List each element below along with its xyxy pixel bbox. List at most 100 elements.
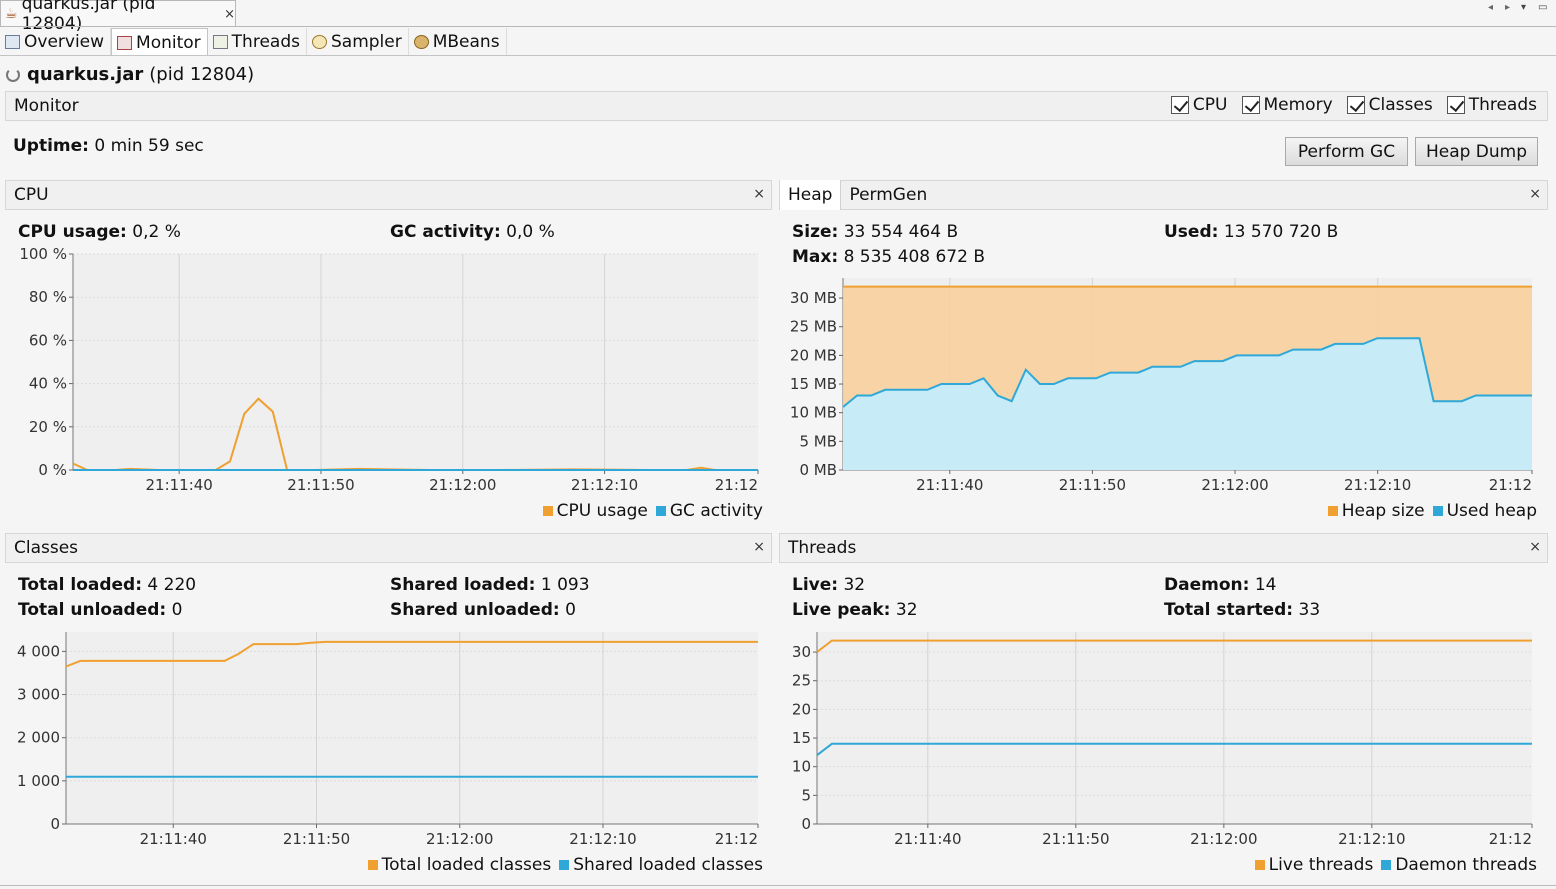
uptime-label: Uptime: bbox=[13, 136, 89, 156]
tab-permgen[interactable]: PermGen bbox=[849, 185, 928, 205]
stat-value: 14 bbox=[1254, 575, 1277, 595]
threads-checkbox[interactable]: Threads bbox=[1446, 95, 1537, 115]
used-heap-line bbox=[842, 337, 1532, 408]
heap-chart: 0 MB 5 MB 10 MB 15 MB 20 MB 25 MB 30 MB 21:11:4… bbox=[790, 278, 1533, 494]
chart-toggles: CPU Memory Classes Threads bbox=[1170, 95, 1537, 115]
document-tab[interactable]: ☕ quarkus.jar (pid 12804) × bbox=[0, 0, 236, 34]
legend-label: CPU usage bbox=[556, 501, 648, 521]
maximize-icon[interactable]: ▭ bbox=[1538, 2, 1548, 13]
mbeans-icon bbox=[413, 35, 429, 49]
legend-swatch-blue bbox=[655, 506, 666, 516]
checkbox-label: CPU bbox=[1192, 95, 1228, 115]
live-threads-stat: Live: 32 bbox=[792, 575, 865, 595]
scroll-left-icon[interactable]: ◂ bbox=[1488, 2, 1494, 13]
uptime-value: 0 min 59 sec bbox=[94, 136, 204, 156]
divider bbox=[0, 885, 1556, 886]
heap-max-stat: Max: 8 535 408 672 B bbox=[792, 247, 985, 267]
app-name: quarkus.jar bbox=[27, 64, 144, 85]
chevron-down-icon[interactable]: ▾ bbox=[1521, 2, 1527, 13]
threads-legend: Live threads Daemon threads bbox=[1247, 855, 1537, 875]
threads-panel-header: Threads × bbox=[779, 533, 1548, 563]
scroll-right-icon[interactable]: ▸ bbox=[1505, 2, 1511, 13]
checkbox-label: Classes bbox=[1368, 95, 1433, 115]
stat-value: 0 bbox=[565, 600, 576, 620]
checkbox-box[interactable] bbox=[1170, 96, 1189, 114]
uptime: Uptime: 0 min 59 sec bbox=[13, 136, 204, 156]
y-tick-label: 15 bbox=[792, 729, 811, 747]
cpu-checkbox[interactable]: CPU bbox=[1170, 95, 1228, 115]
x-tick-label: 21:11:50 bbox=[283, 830, 350, 848]
shared-loaded-stat: Shared loaded: 1 093 bbox=[390, 575, 590, 595]
tab-monitor[interactable]: Monitor bbox=[111, 28, 208, 56]
y-tick-label: 20 % bbox=[29, 418, 67, 436]
tab-label: MBeans bbox=[432, 32, 500, 52]
classes-chart: 0 1 000 2 000 3 000 4 000 21:11:40 21:11:50 21:… bbox=[17, 632, 759, 848]
tab-heap[interactable]: Heap bbox=[780, 180, 842, 210]
monitor-section-header: Monitor CPU Memory Classes Threads bbox=[5, 91, 1548, 121]
stat-label: Shared unloaded: bbox=[390, 600, 560, 620]
x-tick-label: 21:11:40 bbox=[916, 476, 983, 494]
y-tick-label: 100 % bbox=[19, 248, 67, 263]
legend-label: Shared loaded classes bbox=[573, 855, 763, 875]
close-icon[interactable]: × bbox=[1529, 539, 1541, 555]
shared-unloaded-stat: Shared unloaded: 0 bbox=[390, 600, 576, 620]
tab-label: Sampler bbox=[330, 32, 402, 52]
view-tabs: Overview Monitor Threads Sampler MBeans bbox=[0, 28, 507, 56]
x-tick-label: 21:11:50 bbox=[1042, 830, 1109, 848]
y-tick-label: 4 000 bbox=[17, 642, 60, 660]
checkbox-box[interactable] bbox=[1346, 96, 1365, 114]
x-tick-label: 21:12:00 bbox=[1201, 476, 1268, 494]
legend-swatch-blue bbox=[1432, 506, 1443, 516]
threads-icon bbox=[212, 35, 228, 49]
close-icon[interactable]: × bbox=[1529, 186, 1541, 202]
x-tick-label: 21:12 bbox=[1489, 830, 1532, 848]
cpu-panel-title: CPU bbox=[14, 185, 49, 205]
close-icon[interactable]: × bbox=[753, 539, 765, 555]
threads-chart: 0 5 10 15 20 25 30 21:11:40 21:11:50 21:12:00 21:1… bbox=[792, 632, 1533, 848]
memory-checkbox[interactable]: Memory bbox=[1241, 95, 1333, 115]
tab-mbeans[interactable]: MBeans bbox=[409, 28, 507, 56]
close-icon[interactable]: × bbox=[224, 6, 235, 22]
y-tick-label: 5 bbox=[801, 786, 811, 804]
checkbox-box[interactable] bbox=[1446, 96, 1465, 114]
legend-label: Heap size bbox=[1341, 501, 1425, 521]
stat-label: Total loaded: bbox=[18, 575, 143, 595]
live-threads-line bbox=[816, 639, 1532, 653]
cpu-panel-header: CPU × bbox=[5, 180, 772, 210]
x-tick-label: 21:11:40 bbox=[894, 830, 961, 848]
close-icon[interactable]: × bbox=[753, 186, 765, 202]
stat-value: 1 093 bbox=[540, 575, 590, 595]
tab-sampler[interactable]: Sampler bbox=[307, 28, 409, 56]
total-started-stat: Total started: 33 bbox=[1164, 600, 1320, 620]
legend-label: GC activity bbox=[669, 501, 763, 521]
stat-label: Shared loaded: bbox=[390, 575, 536, 595]
tab-label: Monitor bbox=[136, 32, 201, 53]
y-tick-label: 10 MB bbox=[790, 404, 837, 422]
stat-label: Max: bbox=[792, 247, 839, 267]
y-tick-label: 25 bbox=[792, 672, 811, 690]
x-tick-label: 21:11:50 bbox=[287, 476, 354, 494]
stat-label: Daemon: bbox=[1164, 575, 1250, 595]
heap-used-stat: Used: 13 570 720 B bbox=[1164, 222, 1338, 242]
y-tick-label: 15 MB bbox=[790, 375, 837, 393]
heap-dump-button[interactable]: Heap Dump bbox=[1415, 137, 1538, 166]
tab-label: Overview bbox=[24, 32, 105, 52]
tab-overview[interactable]: Overview bbox=[0, 28, 112, 56]
plot-area bbox=[73, 254, 758, 470]
tab-threads[interactable]: Threads bbox=[208, 28, 307, 56]
cpu-usage-stat: CPU usage: 0,2 % bbox=[18, 222, 181, 242]
perform-gc-button[interactable]: Perform GC bbox=[1285, 137, 1408, 166]
total-unloaded-stat: Total unloaded: 0 bbox=[18, 600, 182, 620]
checkbox-box[interactable] bbox=[1241, 96, 1260, 114]
spinner-icon bbox=[6, 67, 20, 82]
cpu-legend: CPU usage GC activity bbox=[535, 501, 763, 521]
stat-value: 0 bbox=[171, 600, 183, 620]
x-tick-label: 21:12:10 bbox=[571, 476, 638, 494]
stat-value: 32 bbox=[843, 575, 866, 595]
y-tick-label: 1 000 bbox=[17, 772, 60, 790]
stat-label: Total started: bbox=[1164, 600, 1294, 620]
x-tick-label: 21:12 bbox=[715, 476, 758, 494]
x-tick-label: 21:12:00 bbox=[426, 830, 493, 848]
classes-checkbox[interactable]: Classes bbox=[1346, 95, 1433, 115]
y-tick-label: 0 % bbox=[38, 461, 67, 479]
